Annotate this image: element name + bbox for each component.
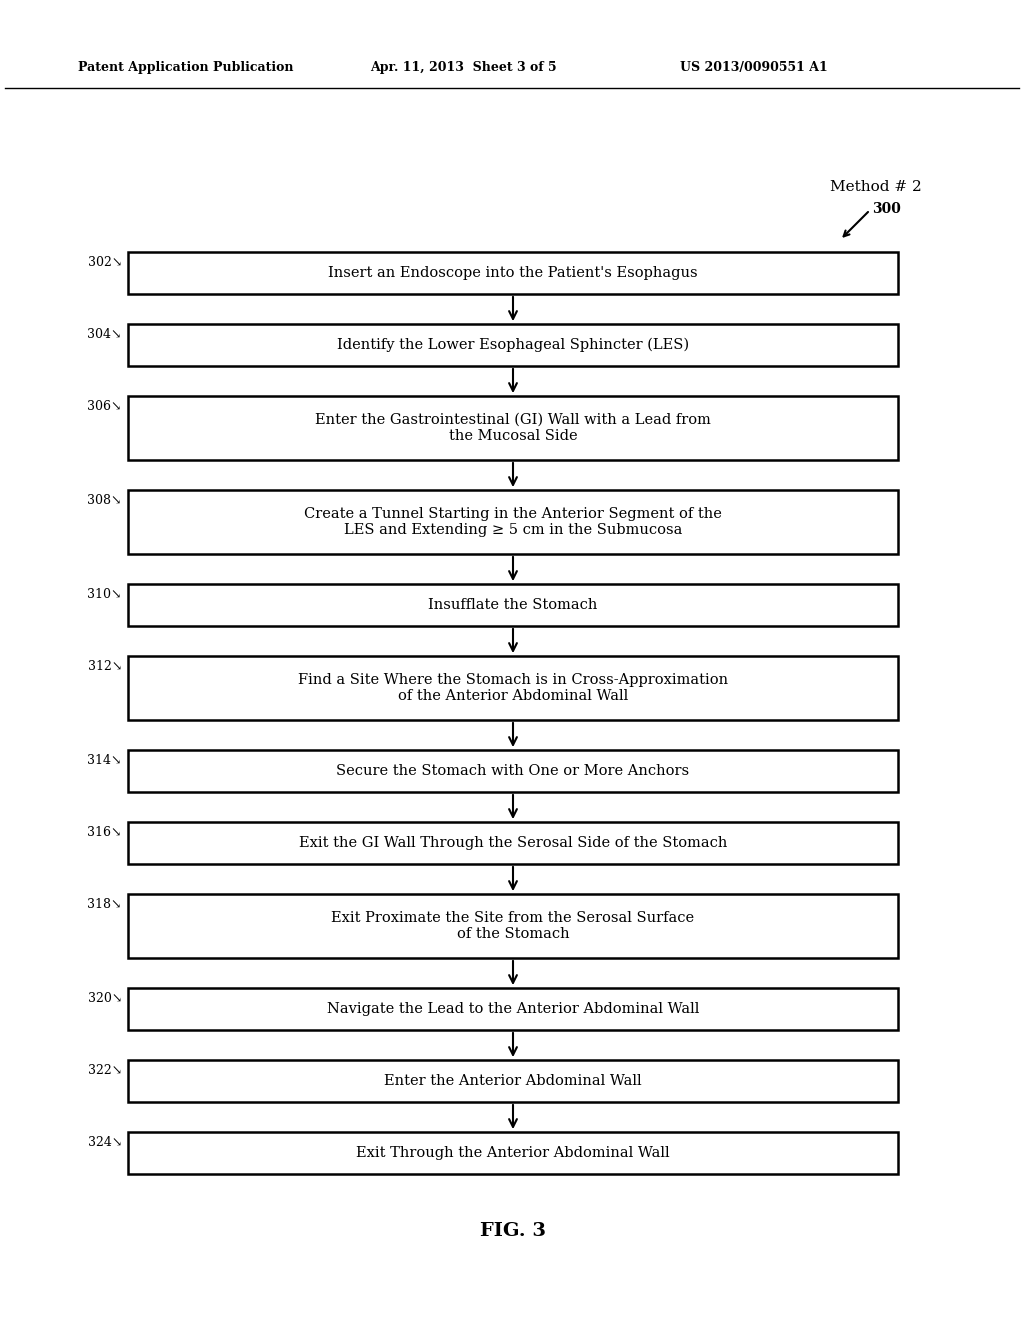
Bar [128, 1060, 898, 1102]
Bar [128, 656, 898, 719]
Text: Exit the GI Wall Through the Serosal Side of the Stomach: Exit the GI Wall Through the Serosal Sid… [299, 836, 727, 850]
Text: 310↘: 310↘ [87, 587, 122, 601]
Bar [128, 987, 898, 1030]
Text: Insert an Endoscope into the Patient's Esophagus: Insert an Endoscope into the Patient's E… [328, 267, 697, 280]
Text: Enter the Anterior Abdominal Wall: Enter the Anterior Abdominal Wall [384, 1074, 642, 1088]
Bar [128, 894, 898, 958]
Text: US 2013/0090551 A1: US 2013/0090551 A1 [680, 62, 827, 74]
Bar [128, 750, 898, 792]
Text: 314↘: 314↘ [87, 754, 122, 767]
Bar [128, 252, 898, 294]
Text: 324↘: 324↘ [88, 1137, 122, 1148]
Text: 302↘: 302↘ [88, 256, 122, 269]
Text: FIG. 3: FIG. 3 [480, 1222, 546, 1239]
Text: 308↘: 308↘ [87, 494, 122, 507]
Text: Navigate the Lead to the Anterior Abdominal Wall: Navigate the Lead to the Anterior Abdomi… [327, 1002, 699, 1016]
Bar [128, 323, 898, 366]
Text: Create a Tunnel Starting in the Anterior Segment of the
LES and Extending ≥ 5 cm: Create a Tunnel Starting in the Anterior… [304, 507, 722, 537]
Text: Method # 2: Method # 2 [830, 180, 922, 194]
Bar [128, 583, 898, 626]
Text: Insufflate the Stomach: Insufflate the Stomach [428, 598, 598, 612]
Text: Enter the Gastrointestinal (GI) Wall with a Lead from
the Mucosal Side: Enter the Gastrointestinal (GI) Wall wit… [315, 413, 711, 444]
Bar [128, 490, 898, 554]
Text: 320↘: 320↘ [88, 993, 122, 1005]
Text: Apr. 11, 2013  Sheet 3 of 5: Apr. 11, 2013 Sheet 3 of 5 [370, 62, 557, 74]
Text: 316↘: 316↘ [87, 826, 122, 840]
Text: Secure the Stomach with One or More Anchors: Secure the Stomach with One or More Anch… [337, 764, 689, 777]
Text: 322↘: 322↘ [88, 1064, 122, 1077]
Bar [128, 1133, 898, 1173]
Text: 312↘: 312↘ [88, 660, 122, 673]
Text: Find a Site Where the Stomach is in Cross-Approximation
of the Anterior Abdomina: Find a Site Where the Stomach is in Cros… [298, 673, 728, 704]
Text: Exit Through the Anterior Abdominal Wall: Exit Through the Anterior Abdominal Wall [356, 1146, 670, 1160]
Bar [128, 822, 898, 865]
Text: Identify the Lower Esophageal Sphincter (LES): Identify the Lower Esophageal Sphincter … [337, 338, 689, 352]
Text: 300: 300 [872, 202, 901, 216]
Text: 306↘: 306↘ [87, 400, 122, 413]
Text: 304↘: 304↘ [87, 327, 122, 341]
Text: 318↘: 318↘ [87, 898, 122, 911]
Bar [128, 396, 898, 459]
Text: Patent Application Publication: Patent Application Publication [78, 62, 294, 74]
Text: Exit Proximate the Site from the Serosal Surface
of the Stomach: Exit Proximate the Site from the Serosal… [332, 911, 694, 941]
